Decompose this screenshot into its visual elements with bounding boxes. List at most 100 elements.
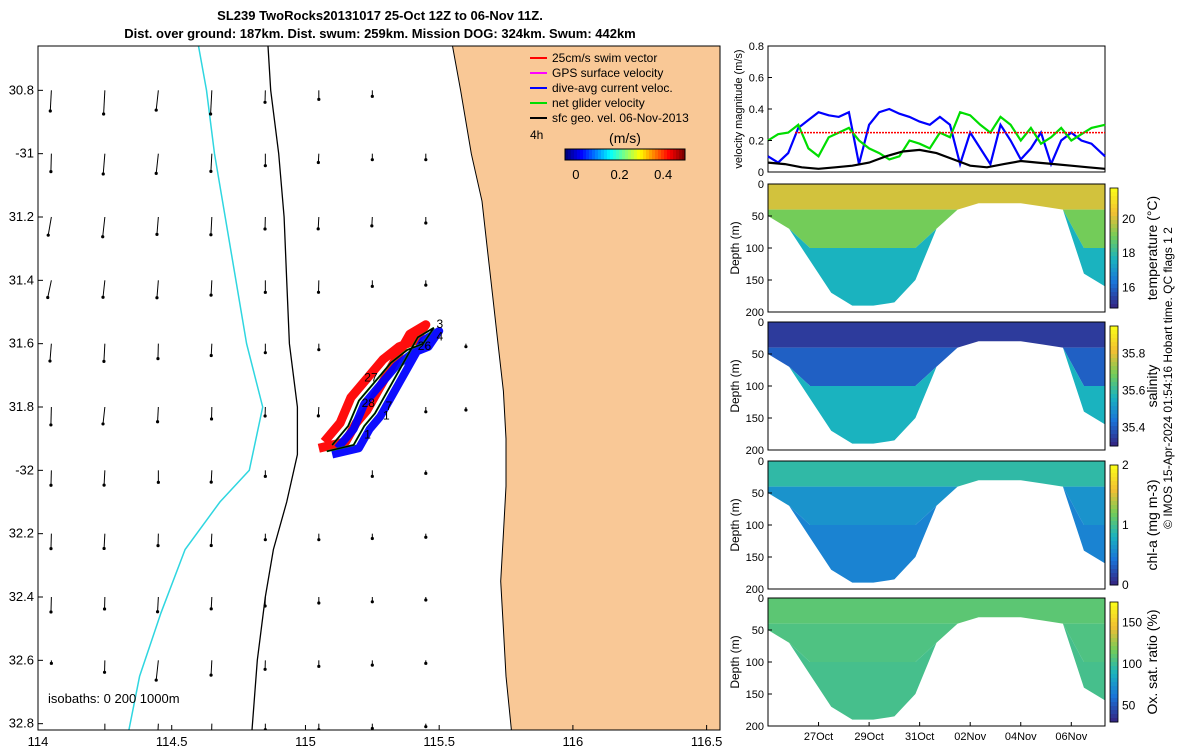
current-vector: [210, 90, 213, 114]
section-y-tick-label: 200: [746, 307, 764, 319]
section-y-tick-label: 150: [746, 689, 764, 701]
section-colorbar-tick-label: 50: [1122, 698, 1136, 712]
current-vector-head: [209, 417, 214, 421]
dive-avg-track: [331, 327, 444, 459]
current-vector-head: [49, 547, 53, 551]
section-colorbar-segment: [1110, 577, 1118, 582]
current-vector: [317, 216, 320, 229]
colorbar-segment: [604, 149, 608, 160]
section-colorbar-segment: [1110, 541, 1118, 546]
chart-title-line2: Dist. over ground: 187km. Dist. swum: 25…: [124, 26, 636, 41]
current-vector-head: [424, 283, 428, 287]
section-colorbar-segment: [1110, 378, 1118, 383]
section-colorbar-segment: [1110, 382, 1118, 387]
section-colorbar-tick-label: 16: [1122, 280, 1136, 294]
section-colorbar-segment: [1110, 662, 1118, 667]
map-y-tick-label: 31.2: [9, 209, 34, 224]
section-colorbar-segment: [1110, 549, 1118, 554]
colorbar-segment: [673, 149, 677, 160]
section-colorbar-segment: [1110, 501, 1118, 506]
section-y-axis-label: Depth (m): [728, 498, 742, 551]
velocity-y-tick-label: 0.2: [749, 136, 764, 148]
section-colorbar-segment: [1110, 557, 1118, 562]
section-data-band: [768, 598, 1105, 624]
section-y-tick-label: 50: [752, 625, 764, 637]
legend-label: sfc geo. vel. 06-Nov-2013: [552, 111, 689, 125]
section-colorbar-tick-label: 35.8: [1122, 347, 1146, 361]
current-vector-head: [263, 100, 267, 104]
section-colorbar-segment: [1110, 481, 1118, 486]
track-day-label: 1: [383, 409, 390, 423]
chart-title-line1: SL239 TwoRocks20131017 25-Oct 12Z to 06-…: [217, 8, 543, 23]
current-vector-head: [263, 164, 267, 168]
current-vector-head: [102, 483, 106, 487]
current-vector-head: [316, 414, 320, 418]
current-vector-head: [370, 726, 374, 730]
current-vector: [102, 216, 106, 237]
current-vector: [47, 280, 52, 298]
current-vector-head: [209, 293, 213, 297]
section-colorbar-segment: [1110, 718, 1118, 723]
section-colorbar-segment: [1110, 280, 1118, 285]
map-y-tick-label: 31.4: [9, 272, 34, 287]
current-vector-head: [424, 598, 428, 602]
current-vector: [210, 470, 213, 483]
section-colorbar-segment: [1110, 386, 1118, 391]
current-vector-head: [210, 731, 213, 734]
section-colorbar-segment: [1110, 602, 1118, 607]
colorbar-segment: [655, 149, 659, 160]
section-colorbar-segment: [1110, 406, 1118, 411]
section-colorbar-segment: [1110, 342, 1118, 347]
section-colorbar-segment: [1110, 288, 1118, 293]
map-x-tick-label: 115: [295, 734, 316, 749]
current-vector-head: [263, 227, 267, 231]
current-vector-head: [101, 235, 105, 239]
section-colorbar-segment: [1110, 196, 1118, 201]
colorbar-segment: [628, 149, 632, 160]
section-colorbar-segment: [1110, 678, 1118, 683]
colorbar-segment: [586, 149, 590, 160]
section-colorbar-segment: [1110, 537, 1118, 542]
colorbar-segment: [574, 149, 578, 160]
current-vector-head: [49, 423, 53, 427]
section-colorbar-segment: [1110, 296, 1118, 301]
section-colorbar-segment: [1110, 244, 1118, 249]
section-y-axis-label: Depth (m): [728, 359, 742, 412]
section-colorbar-tick-label: 1: [1122, 518, 1129, 532]
section-colorbar-segment: [1110, 646, 1118, 651]
section-data-band: [768, 341, 1105, 386]
colorbar-segment: [679, 149, 683, 160]
section-colorbar-segment: [1110, 529, 1118, 534]
current-vector: [210, 153, 213, 172]
section-colorbar-segment: [1110, 610, 1118, 615]
section-y-axis-label: Depth (m): [728, 635, 742, 688]
colorbar-segment: [676, 149, 680, 160]
current-vector-head: [156, 357, 160, 361]
velocity-y-tick-label: 0: [758, 167, 764, 179]
current-vector-head: [317, 538, 321, 542]
section-y-tick-label: 200: [746, 721, 764, 733]
time-tick-label: 04Nov: [1005, 731, 1037, 743]
velocity-series-line: [767, 110, 1106, 161]
current-vector: [103, 90, 106, 114]
map-x-tick-label: 116.5: [691, 734, 723, 749]
section-colorbar-segment: [1110, 260, 1118, 265]
section-colorbar-segment: [1110, 398, 1118, 403]
current-vector-head: [102, 359, 106, 363]
current-vector-head: [424, 158, 428, 162]
section-colorbar-tick-label: 100: [1122, 657, 1142, 671]
current-vector-head: [102, 670, 107, 674]
section-data-band: [768, 461, 1105, 487]
section-colorbar-segment: [1110, 606, 1118, 611]
current-vector-head: [208, 112, 213, 116]
section-colorbar-segment: [1110, 525, 1118, 530]
section-y-tick-label: 0: [758, 593, 764, 605]
map-colorbar: 0 0.2 0.4 (m/s) 4h: [530, 128, 686, 182]
section-colorbar-segment: [1110, 493, 1118, 498]
section-colorbar-tick-label: 2: [1122, 458, 1129, 472]
section-colorbar-segment: [1110, 370, 1118, 375]
track-day-label: 28: [362, 396, 376, 410]
section-colorbar-segment: [1110, 497, 1118, 502]
